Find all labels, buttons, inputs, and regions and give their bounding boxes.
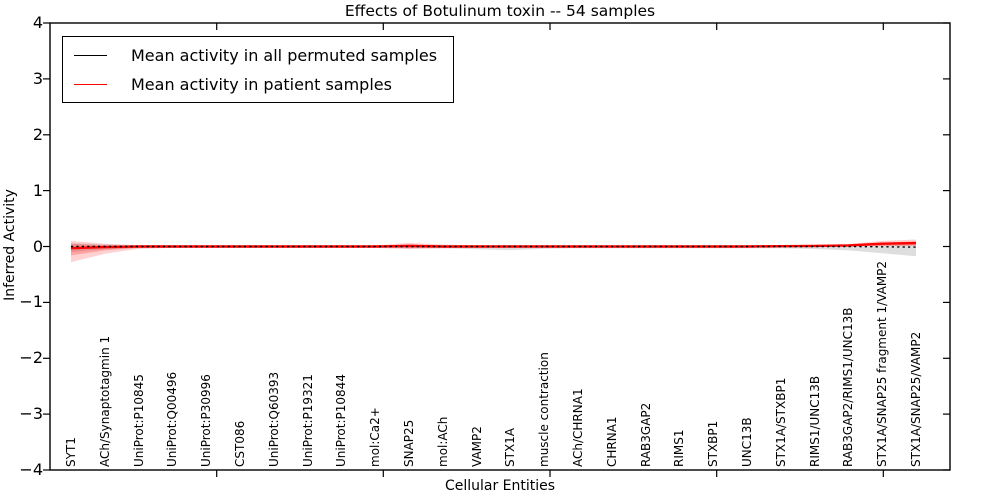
legend: Mean activity in all permuted samples Me… [62, 36, 455, 103]
patient-band-outer [71, 239, 916, 263]
permuted-mean-line [71, 245, 917, 248]
y-tick-label: 4 [32, 13, 43, 32]
patient-line-sample-icon [74, 83, 107, 85]
x-tick-label: muscle contraction [537, 352, 552, 467]
chart-title: Effects of Botulinum toxin -- 54 samples [344, 2, 656, 20]
legend-label-patient: Mean activity in patient samples [131, 74, 392, 94]
x-tick-label: ACh/CHRNA1 [571, 388, 585, 467]
x-axis-label: Cellular Entities [444, 478, 556, 494]
x-tick-label: mol:Ca2+ [368, 407, 383, 467]
legend-item-patient: Mean activity in patient samples [74, 73, 437, 95]
x-tick-label: RAB3GAP2/RIMS1/UNC13B [841, 307, 856, 467]
y-tick-label: −3 [19, 404, 43, 424]
y-tick-label: −2 [19, 348, 43, 368]
x-tick-label: RIMS1/UNC13B [807, 375, 822, 467]
x-tick-label: UniProt:P10845 [131, 374, 146, 467]
x-tick-label: STXBP1 [706, 420, 721, 467]
x-tick-label: ACh/Synaptotagmin 1 [97, 335, 112, 467]
y-tick-label: −1 [19, 292, 43, 312]
x-tick-label: UniProt:P10844 [334, 374, 349, 467]
x-tick-label: mol:ACh [435, 416, 450, 467]
y-tick-label: −4 [19, 460, 43, 479]
x-tick-label: UniProt:P30996 [199, 374, 214, 467]
x-tick-label: RIMS1 [672, 429, 687, 467]
legend-item-permuted: Mean activity in all permuted samples [74, 44, 437, 66]
legend-label-permuted: Mean activity in all permuted samples [131, 45, 438, 65]
x-tick-label: STX1A/STXBP1 [773, 377, 788, 467]
x-tick-label: UniProt:Q00496 [165, 371, 180, 467]
x-tick-label: CST086 [233, 420, 247, 467]
x-tick-label: UNC13B [740, 417, 754, 467]
x-tick-label: VAMP2 [469, 426, 484, 467]
x-tick-label: SNAP25 [402, 419, 416, 467]
x-tick-label: CHRNA1 [604, 416, 619, 467]
y-tick-label: 2 [32, 124, 43, 144]
x-tick-label: UniProt:Q60393 [266, 371, 281, 467]
y-tick-label: 1 [32, 180, 43, 200]
y-tick-label: 0 [32, 236, 43, 256]
x-tick-label: STX1A [503, 427, 518, 467]
y-tick-label: 3 [32, 68, 43, 88]
x-tick-label: STX1A/SNAP25/VAMP2 [909, 331, 923, 467]
permuted-line-sample-icon [74, 54, 107, 56]
x-tick-label: UniProt:P19321 [300, 374, 315, 467]
x-tick-label: RAB3GAP2 [638, 402, 653, 467]
x-tick-label: STX1A/SNAP25 fragment 1/VAMP2 [875, 260, 890, 467]
x-tick-label: SYT1 [64, 437, 78, 467]
